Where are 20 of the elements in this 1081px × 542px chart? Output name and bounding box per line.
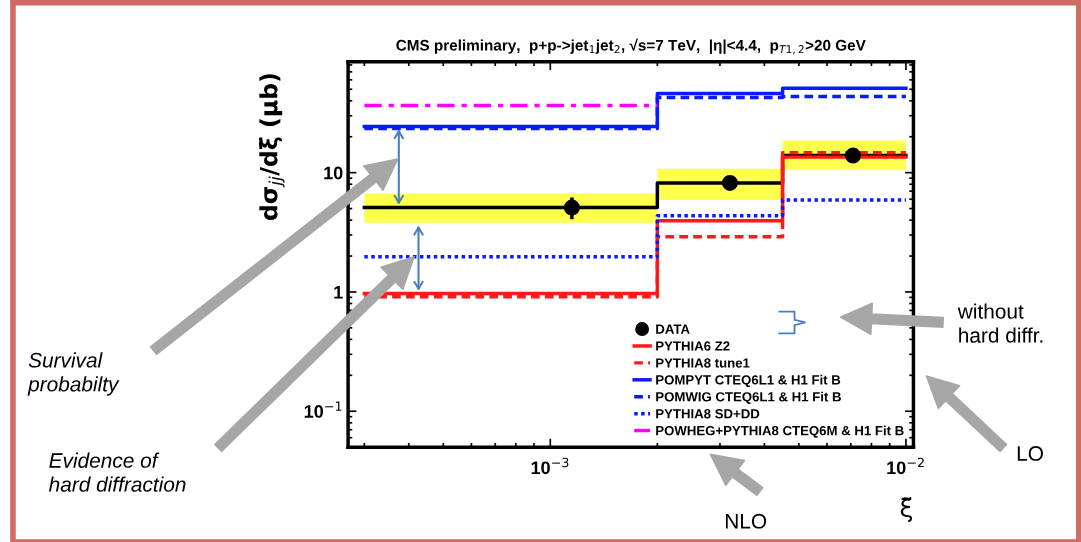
legend-label: POWHEG+PYTHIA8 CTEQ6M & H1 Fit B — [656, 425, 904, 438]
legend-label: DATA — [656, 324, 690, 334]
y-tick-label: 10$^{−1}$ — [304, 401, 342, 418]
y-tick-label: 10 — [324, 166, 343, 180]
text: LO — [1017, 446, 1043, 461]
chart-title: CMS preliminary, p+p->jet$_{1}$jet$_{2}$, √s=7 TeV, |η|<4.4, p$_{T1,2}$>20 GeV — [396, 38, 866, 55]
legend-label: PYTHIA8 SD+DD — [656, 409, 760, 419]
x-axis-title: ξ̃ — [900, 497, 913, 522]
y-tick-label: 1 — [334, 286, 343, 299]
text: Evidence of hard diffraction — [48, 452, 186, 492]
legend-label: POMPYT CTEQ6L1 & H1 Fit B — [656, 374, 841, 388]
legend-label: POMWIG CTEQ6L1 & H1 Fit B — [656, 391, 841, 404]
text: NLO — [725, 513, 767, 529]
text: without hard diffr. — [957, 303, 1043, 343]
x-tick-label: 10$^{−3}$ — [531, 457, 569, 475]
x-tick-label: 10$^{−2}$ — [887, 457, 924, 475]
text: Survival probabilty — [27, 352, 120, 396]
legend-label: PYTHIA6 Z2 — [656, 341, 730, 351]
y-axis-title: dσ$_{jj}$/dξ̃ (μb) — [258, 74, 285, 220]
legend-label: PYTHIA8 tune1 — [656, 358, 750, 368]
